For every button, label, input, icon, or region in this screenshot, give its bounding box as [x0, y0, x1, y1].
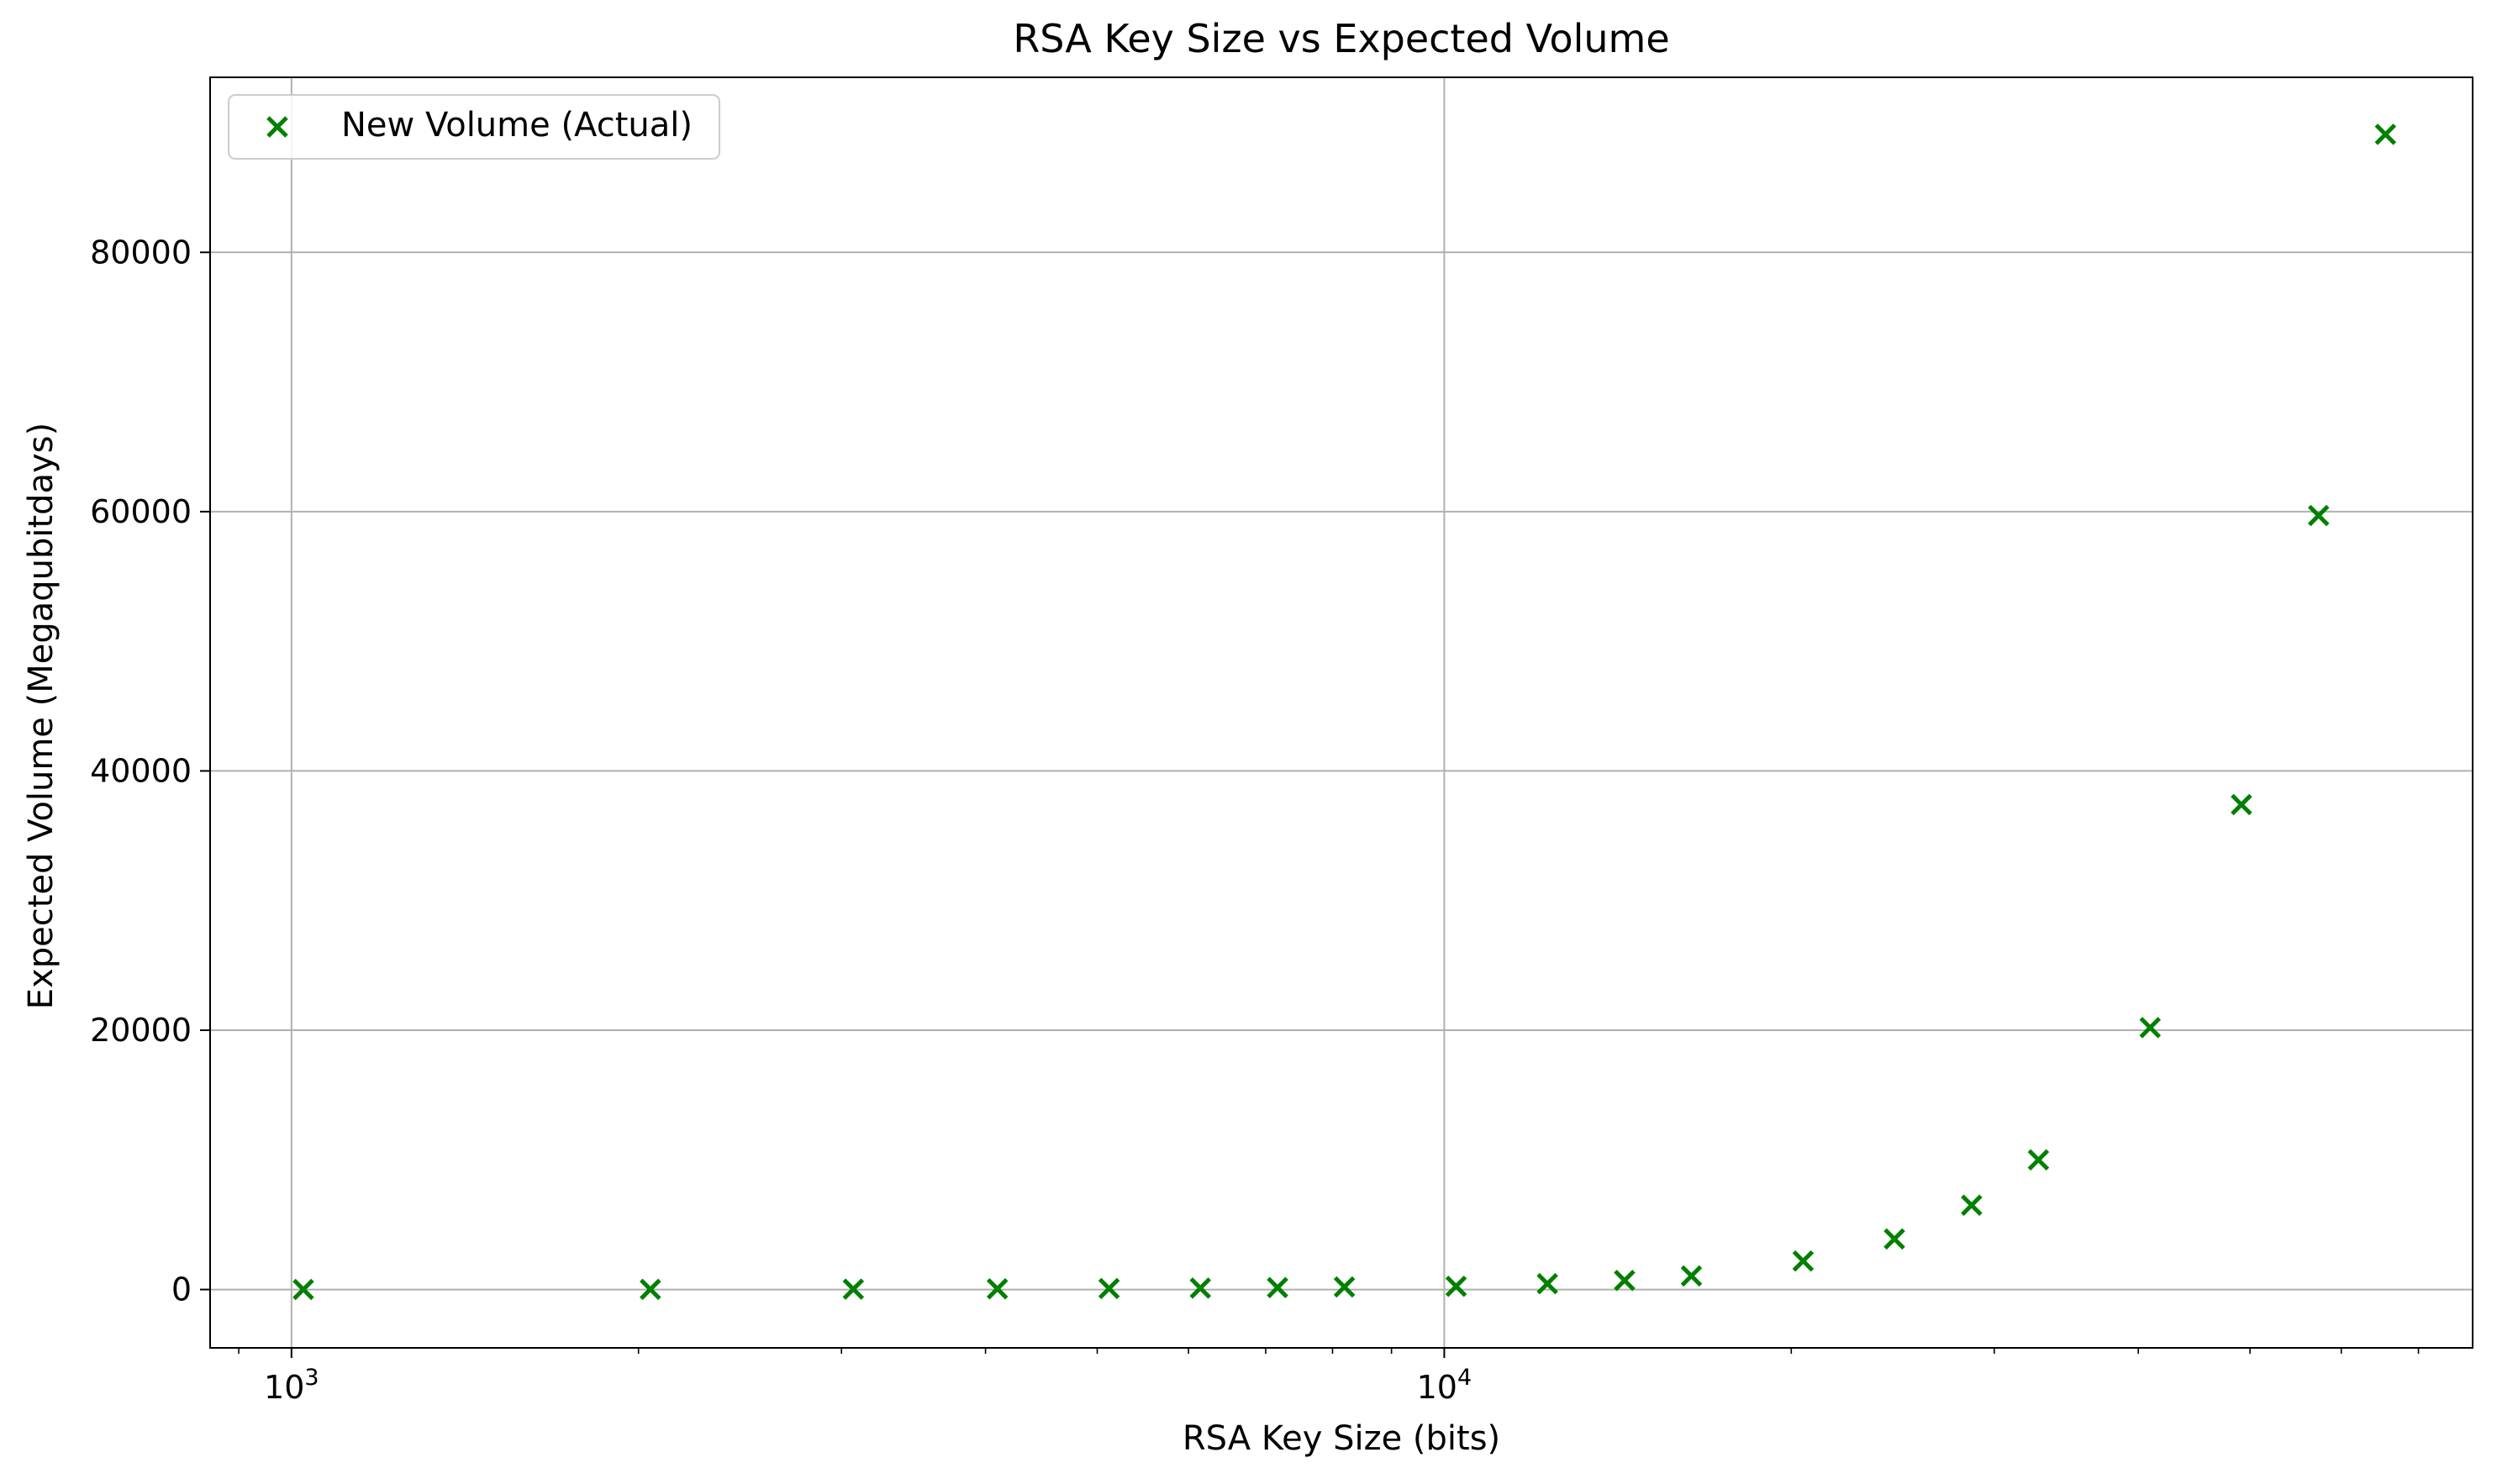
marker-stroke — [266, 116, 288, 138]
legend: New Volume (Actual) — [228, 94, 720, 160]
plot-frame — [209, 76, 2473, 1349]
marker-stroke — [986, 1277, 1009, 1300]
data-point — [292, 1278, 314, 1301]
data-point — [640, 1278, 661, 1301]
marker-stroke — [2231, 793, 2252, 816]
data-point — [986, 1277, 1009, 1300]
x-tick-label: 103 — [264, 1365, 319, 1406]
data-point — [1961, 1194, 1983, 1217]
data-point — [1267, 1276, 1288, 1299]
data-point — [1189, 1277, 1212, 1299]
data-point — [1680, 1265, 1703, 1287]
chart-title: RSA Key Size vs Expected Volume — [1013, 16, 1669, 61]
marker-stroke — [2374, 124, 2397, 145]
x-tick-label: 104 — [1417, 1365, 1472, 1406]
y-tick-label: 0 — [171, 1271, 192, 1308]
data-point — [842, 1278, 865, 1300]
legend-box — [228, 94, 720, 160]
legend-x-marker — [266, 116, 288, 138]
data-point — [1333, 1276, 1356, 1298]
data-point — [2374, 124, 2397, 145]
marker-stroke — [1333, 1276, 1356, 1298]
data-point — [1098, 1277, 1120, 1300]
marker-stroke — [1792, 1250, 1815, 1272]
data-point — [2027, 1149, 2050, 1171]
marker-stroke — [640, 1278, 661, 1301]
marker-stroke — [1614, 1270, 1636, 1292]
legend-label: New Volume (Actual) — [341, 106, 693, 145]
data-point — [1792, 1250, 1815, 1272]
marker-stroke — [1680, 1265, 1703, 1287]
data-point — [1883, 1228, 1905, 1250]
y-tick-label: 40000 — [90, 752, 192, 789]
data-point — [1445, 1275, 1467, 1297]
y-tick-label: 60000 — [90, 493, 192, 530]
y-axis-label: Expected Volume (Megaqubitdays) — [22, 423, 61, 1009]
marker-stroke — [1189, 1277, 1212, 1299]
marker-stroke — [1445, 1275, 1467, 1297]
marker-stroke — [2307, 504, 2330, 527]
marker-stroke — [842, 1278, 865, 1300]
legend-marker-x-icon — [266, 116, 288, 138]
marker-stroke — [1961, 1194, 1983, 1217]
axis-ticks: 103 104 0 20000 40000 60000 80000 — [90, 234, 2420, 1406]
data-point — [2231, 793, 2252, 816]
data-point — [1614, 1270, 1636, 1292]
marker-stroke — [1267, 1276, 1288, 1299]
data-point — [2139, 1017, 2162, 1039]
y-tick-label: 80000 — [90, 234, 192, 271]
data-point — [1536, 1272, 1558, 1295]
data-points — [292, 124, 2397, 1301]
x-axis-label: RSA Key Size (bits) — [1183, 1419, 1500, 1458]
y-tick-label: 20000 — [90, 1012, 192, 1049]
marker-stroke — [1098, 1277, 1120, 1300]
marker-stroke — [2139, 1017, 2162, 1039]
marker-stroke — [1536, 1272, 1558, 1295]
data-point — [2307, 504, 2330, 527]
marker-stroke — [292, 1278, 314, 1301]
marker-stroke — [1883, 1228, 1905, 1250]
marker-stroke — [2027, 1149, 2050, 1171]
